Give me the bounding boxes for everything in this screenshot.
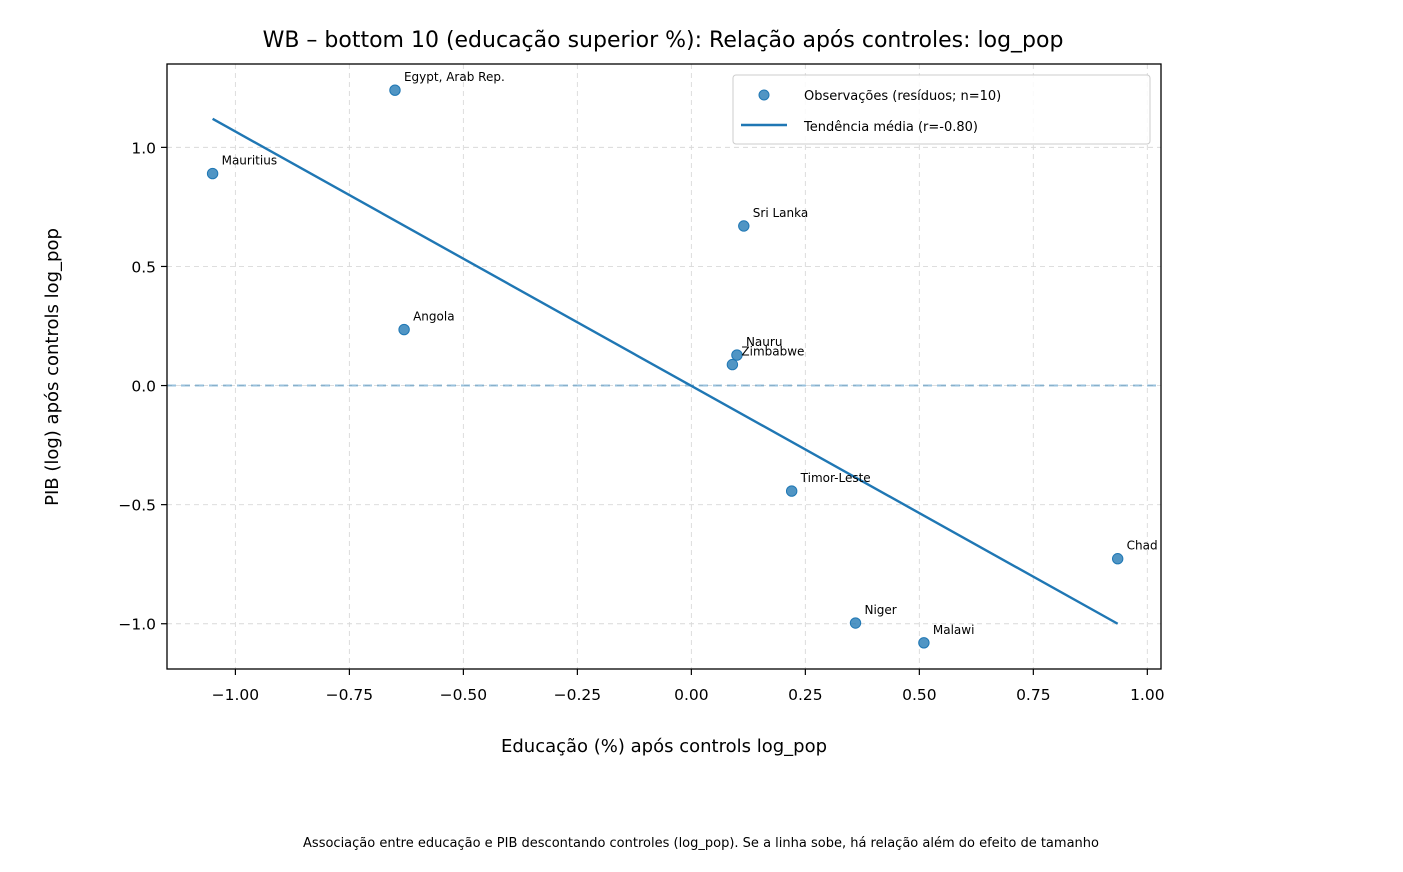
legend-marker-observations: [758, 89, 770, 101]
y-tick-label: 1.0: [131, 139, 156, 157]
point-label: Mauritius: [222, 154, 277, 168]
plot-frame: [166, 63, 1162, 670]
data-point: [738, 220, 750, 232]
data-point: [785, 485, 798, 497]
point-label: Sri Lanka: [753, 206, 808, 220]
data-point: [849, 617, 862, 629]
data-point: [389, 84, 401, 96]
x-tick-label: 0.25: [788, 686, 823, 704]
point-label: Angola: [413, 310, 454, 324]
y-tick-label: −0.5: [118, 497, 156, 515]
point-labels: Egypt, Arab Rep. Mauritius Sri Lanka Angola…: [222, 70, 1158, 637]
legend: Observações (resíduos; n=10) Tendência m…: [732, 74, 1151, 145]
x-tick-label: 1.00: [1130, 686, 1165, 704]
point-label: Zimbabwe: [741, 345, 804, 359]
y-axis-ticks: −1.0 −0.5 0.0 0.5 1.0: [118, 139, 167, 634]
point-label: Niger: [865, 603, 897, 617]
point-label: Egypt, Arab Rep.: [404, 70, 505, 84]
point-label: Malawi: [933, 623, 975, 637]
x-axis-label: Educação (%) após controls log_pop: [501, 736, 827, 757]
legend-label-observations: Observações (resíduos; n=10): [804, 89, 1001, 104]
point-label: Chad: [1127, 539, 1158, 553]
y-tick-label: 0.0: [131, 378, 156, 396]
data-points: [206, 84, 1124, 649]
data-point: [206, 167, 219, 180]
data-point: [731, 349, 743, 361]
trend-line: [212, 117, 1119, 625]
y-axis-label: PIB (log) após controls log_pop: [42, 228, 63, 506]
legend-label-trend: Tendência média (r=-0.80): [803, 120, 978, 135]
chart-title: WB – bottom 10 (educação superior %): Re…: [263, 28, 1064, 53]
chart-caption: Associação entre educação e PIB desconta…: [303, 836, 1099, 851]
data-point: [918, 637, 930, 649]
x-axis-ticks: −1.00 −0.75 −0.50 −0.25 0.00 0.25 0.50 0.75 1.00: [212, 669, 1165, 704]
x-tick-label: 0.00: [674, 686, 709, 704]
y-tick-label: 0.5: [131, 258, 156, 276]
x-tick-label: 0.75: [1016, 686, 1051, 704]
data-point: [726, 358, 739, 371]
data-point: [398, 323, 410, 336]
point-label: Nauru: [746, 335, 782, 349]
y-tick-label: −1.0: [118, 616, 156, 634]
point-label: Timor-Leste: [800, 471, 871, 485]
x-tick-label: −0.75: [326, 686, 374, 704]
x-tick-label: −0.50: [440, 686, 488, 704]
legend-box: [732, 74, 1151, 145]
x-tick-label: 0.50: [902, 686, 937, 704]
grid-lines: [167, 64, 1161, 669]
data-point: [1111, 553, 1124, 565]
x-tick-label: −0.25: [554, 686, 602, 704]
x-tick-label: −1.00: [212, 686, 260, 704]
